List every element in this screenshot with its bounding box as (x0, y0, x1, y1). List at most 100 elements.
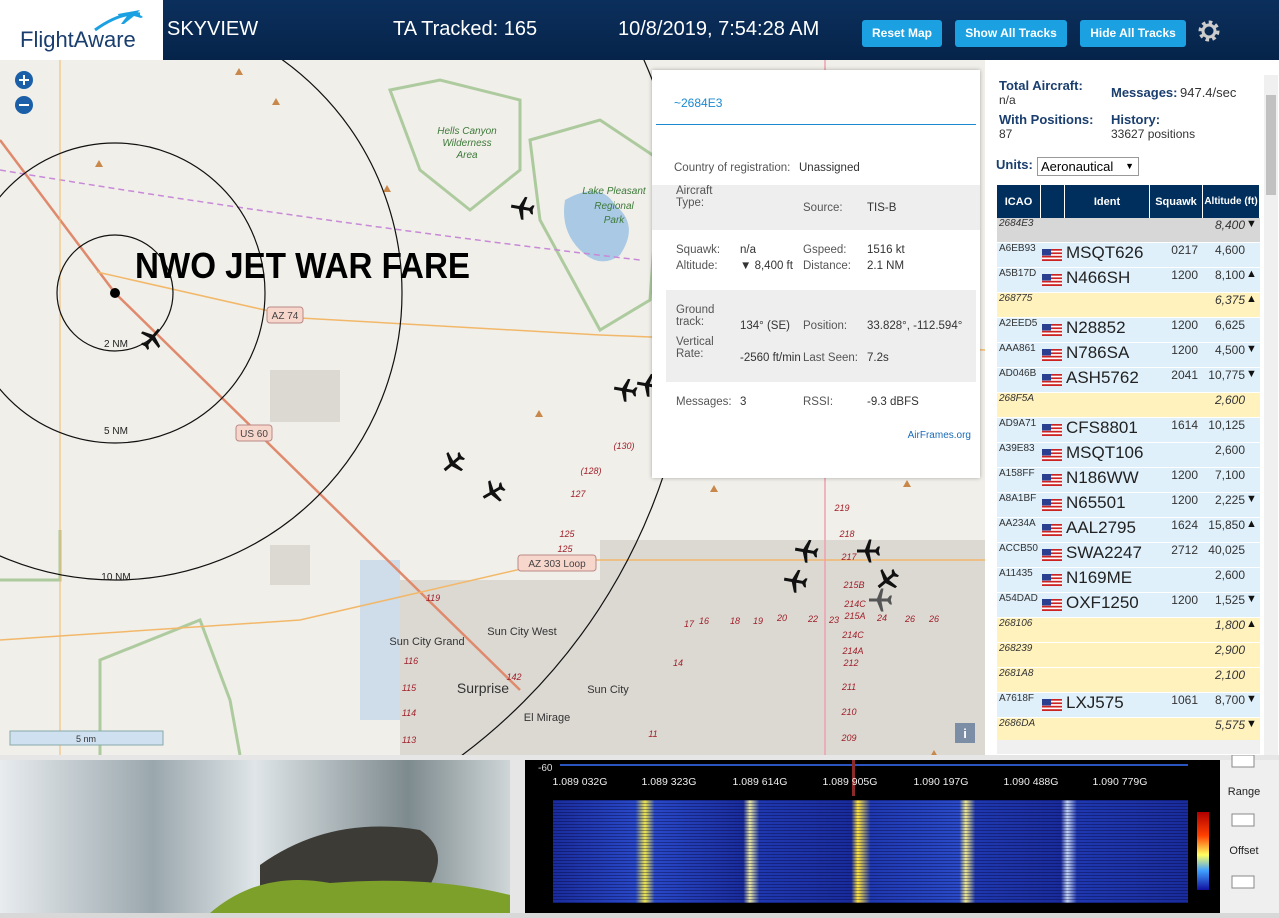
table-row[interactable]: AD9A71 CFS8801 1614 10,125 (997, 418, 1260, 443)
reset-map-button[interactable]: Reset Map (862, 20, 942, 47)
table-row[interactable]: A5B17D N466SH 1200 8,100 ▲ (997, 268, 1260, 293)
table-row[interactable]: 268F5A 2,600 (997, 393, 1260, 418)
route-number: 14 (673, 658, 683, 668)
table-row[interactable]: AAA861 N786SA 1200 4,500 ▼ (997, 343, 1260, 368)
units-select[interactable]: Aeronautical ▼ (1037, 157, 1139, 176)
table-row[interactable]: 268239 2,900 (997, 643, 1260, 668)
popup-field-label: Gspeed: (803, 244, 847, 256)
stat-label: History: (1111, 112, 1161, 127)
table-row[interactable]: AD046B ASH5762 2041 10,775 ▼ (997, 368, 1260, 393)
table-row[interactable]: 268106 1,800 ▲ (997, 618, 1260, 643)
route-number: 210 (840, 707, 856, 717)
airframes-link[interactable]: AirFrames.org (907, 430, 971, 441)
units-label: Units: (996, 157, 1033, 172)
altitude-cell: 2,600 (1214, 568, 1245, 582)
scrollbar[interactable] (1264, 75, 1278, 755)
table-row[interactable]: A11435 N169ME 2,600 (997, 568, 1260, 593)
squawk-cell: 1200 (1171, 343, 1198, 357)
table-row[interactable]: A39E83 MSQT106 2,600 (997, 443, 1260, 468)
info-label: i (963, 726, 967, 741)
logo-mark (94, 10, 143, 32)
stat-label: With Positions: (999, 112, 1094, 127)
table-row[interactable]: A7618F LXJ575 1061 8,700 ▼ (997, 693, 1260, 718)
route-number: 17 (684, 619, 695, 629)
altitude-cell: 6,375 (1214, 293, 1245, 307)
popup-band (652, 185, 980, 230)
route-number: 211 (841, 682, 856, 692)
table-row[interactable]: A158FF N186WW 1200 7,100 (997, 468, 1260, 493)
route-number: 218 (838, 529, 854, 539)
popup-field-value: 1516 kt (867, 244, 905, 256)
ident-cell: AAL2795 (1066, 518, 1136, 537)
table-row[interactable]: 2686DA 5,575 ▼ (997, 718, 1260, 740)
road-shield-label: AZ 74 (272, 311, 299, 322)
squawk-cell: 1200 (1171, 268, 1198, 282)
route-number: 26 (904, 614, 915, 624)
hide-tracks-button[interactable]: Hide All Tracks (1080, 20, 1186, 47)
header-cell[interactable]: Squawk (1150, 185, 1203, 218)
icao-cell: A7618F (999, 693, 1035, 704)
slider-knob[interactable] (1231, 875, 1255, 889)
squawk-cell: 1200 (1171, 318, 1198, 332)
table-row[interactable]: 268775 6,375 ▲ (997, 293, 1260, 318)
route-number: 20 (776, 613, 787, 623)
bottom-graphics: -601.089 032G 1.089 323G 1.089 614G 1.089 9… (0, 754, 1279, 913)
squawk-cell: 2712 (1171, 543, 1198, 557)
ring-label: 5 NM (104, 426, 128, 437)
bottom-panel: -60 1.089 032G 1.089 323G 1.089 614G 1.089 9… (0, 754, 1279, 913)
table-row[interactable]: 2684E3 8,400 ▼ (997, 218, 1260, 243)
settings-icon[interactable] (1197, 19, 1221, 43)
ident-cell: SWA2247 (1066, 543, 1142, 562)
road-shield (235, 424, 273, 442)
table-header: ICAO Ident Squawk Altitude (ft) (997, 185, 1260, 218)
table-row[interactable]: A6EB93 MSQT626 0217 4,600 (997, 243, 1260, 268)
center-marker (852, 760, 855, 796)
aircraft-popup: ~2684E3 AirFrames.org Country of registr… (652, 70, 980, 478)
route-number: 11 (648, 729, 657, 739)
table-row[interactable]: A54DAD OXF1250 1200 1,525 ▼ (997, 593, 1260, 618)
place-label: Area (455, 150, 478, 161)
logo[interactable]: FlightAware (0, 0, 163, 60)
table-row[interactable]: AA234A AAL2795 1624 15,850 ▲ (997, 518, 1260, 543)
table-row[interactable]: A2EED5 N28852 1200 6,625 (997, 318, 1260, 343)
table-row[interactable]: ACCB50 SWA2247 2712 40,025 (997, 543, 1260, 568)
slider-knob[interactable] (1231, 754, 1255, 768)
altitude-cell: 40,025 (1208, 543, 1245, 557)
trend-cell: ▲ (1246, 518, 1257, 530)
header-cell[interactable]: ICAO (997, 185, 1041, 218)
header-cell[interactable]: Ident (1065, 185, 1150, 218)
ident-cell: N169ME (1066, 568, 1133, 587)
units-value: Aeronautical (1041, 159, 1114, 174)
route-number: 214A (841, 646, 863, 656)
h-scrollbar[interactable] (997, 740, 1260, 754)
info-button[interactable] (955, 723, 975, 743)
altitude-cell: 2,900 (1214, 643, 1245, 657)
route-number: 142 (506, 672, 521, 682)
trend-cell: ▲ (1246, 293, 1257, 305)
icao-cell: 268106 (999, 618, 1033, 629)
trend-cell: ▼ (1246, 493, 1257, 505)
altitude-cell: 10,775 (1208, 368, 1245, 382)
table-row[interactable]: A8A1BF N65501 1200 2,225 ▼ (997, 493, 1260, 518)
zoom-controls[interactable] (15, 71, 33, 114)
frequency-label: 1.090 488G (1004, 776, 1059, 788)
header-cell[interactable]: Altitude (ft) (1203, 185, 1260, 218)
place-label: Park (604, 215, 626, 226)
overlay-text: NWO JET WAR FARE (135, 245, 470, 286)
show-tracks-button[interactable]: Show All Tracks (955, 20, 1067, 47)
frequency-label: 1.089 032G (553, 776, 608, 788)
stat-label: Total Aircraft: (999, 78, 1083, 93)
popup-icao: ~2684E3 (674, 96, 723, 110)
route-number: 115 (402, 683, 417, 693)
table-row[interactable]: 2681A8 2,100 (997, 668, 1260, 693)
flag-icon (1042, 474, 1062, 486)
frequency-label: 1.090 779G (1093, 776, 1148, 788)
altitude-cell: 8,100 (1214, 268, 1245, 282)
altitude-cell: 2,600 (1214, 393, 1245, 407)
icao-cell: AA234A (999, 518, 1036, 529)
slider-knob[interactable] (1231, 813, 1255, 827)
lake (564, 191, 629, 262)
flag-icon (1042, 249, 1062, 261)
